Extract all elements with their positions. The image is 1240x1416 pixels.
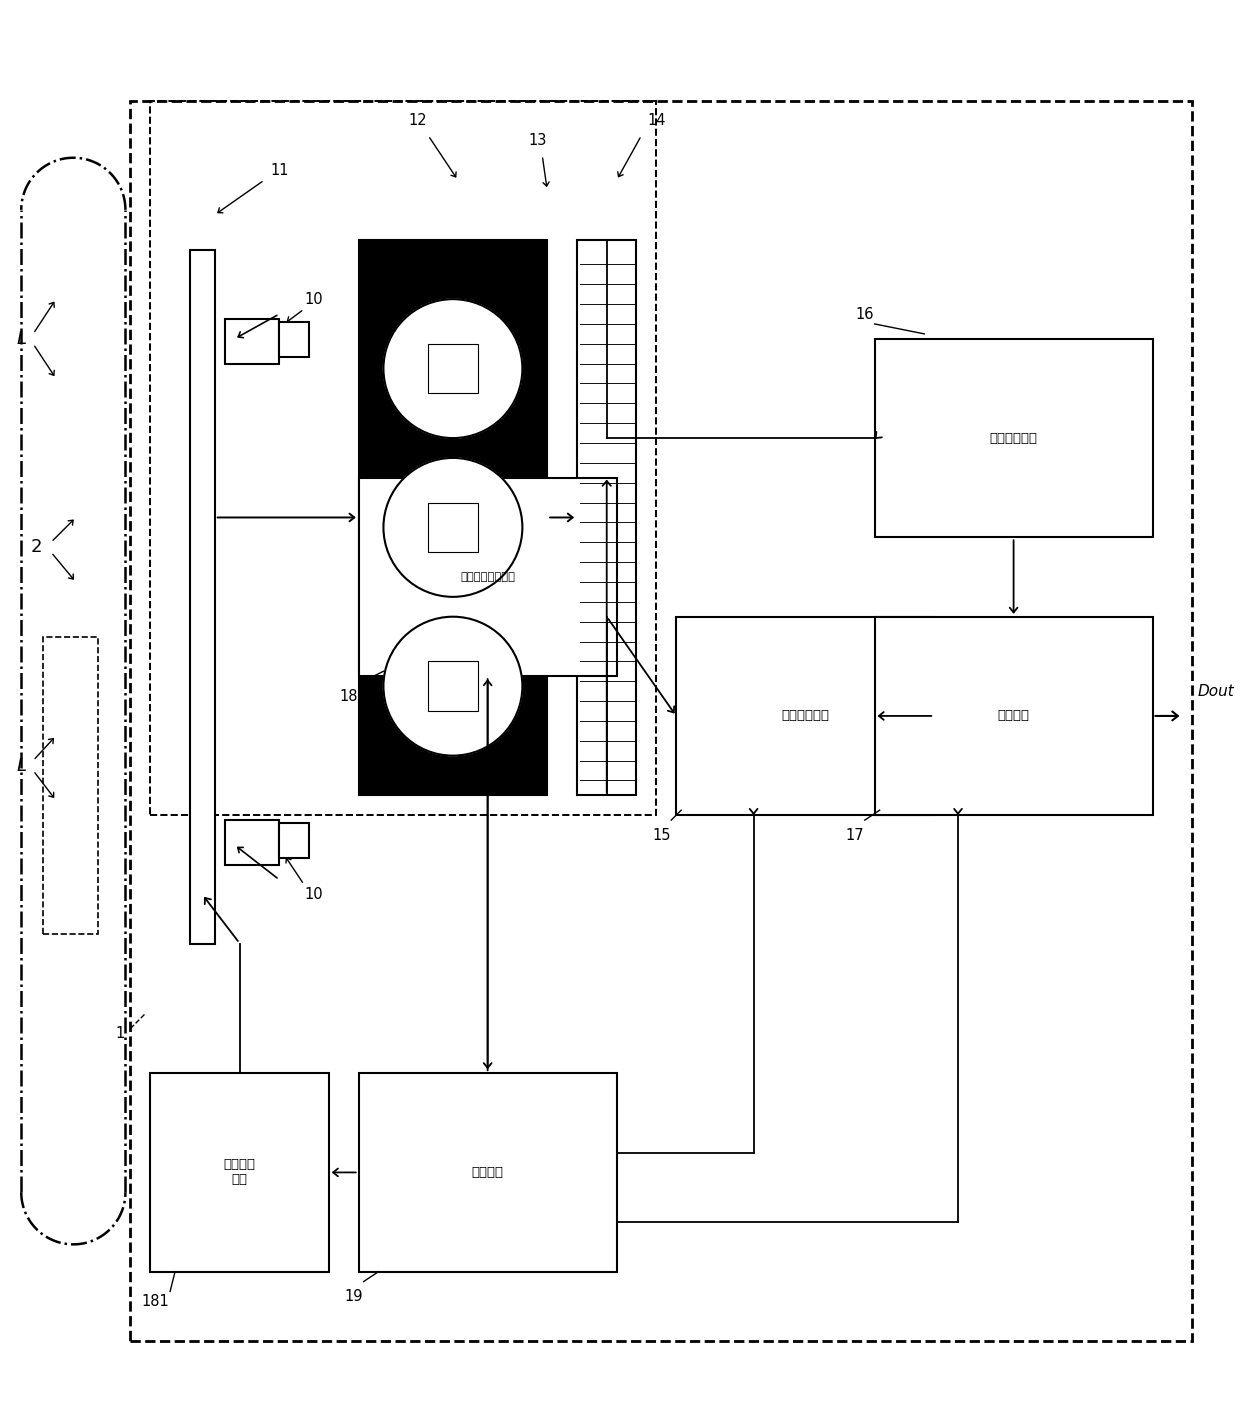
Bar xyxy=(279,321,309,357)
Text: 光源驱动
单元: 光源驱动 单元 xyxy=(223,1158,255,1187)
Text: 控制单元: 控制单元 xyxy=(471,1165,503,1180)
Bar xyxy=(378,259,527,348)
Bar xyxy=(279,823,309,858)
Bar xyxy=(358,1073,616,1272)
Bar xyxy=(43,637,98,935)
Bar xyxy=(428,344,477,394)
Text: 15: 15 xyxy=(652,827,671,843)
Text: 2: 2 xyxy=(30,538,42,556)
Text: 12: 12 xyxy=(409,113,428,127)
Bar xyxy=(224,319,279,364)
Text: 182: 182 xyxy=(340,688,367,704)
Circle shape xyxy=(383,457,522,598)
Bar xyxy=(358,477,616,677)
Text: 认证单元: 认证单元 xyxy=(998,709,1029,722)
Bar xyxy=(378,707,527,776)
Bar xyxy=(874,617,1152,816)
Bar xyxy=(358,239,547,796)
Text: 17: 17 xyxy=(846,827,864,843)
Bar xyxy=(130,101,1192,1341)
Text: 13: 13 xyxy=(528,133,547,147)
Text: 16: 16 xyxy=(856,306,874,321)
Text: 成像器件驱动单元: 成像器件驱动单元 xyxy=(460,572,515,582)
Text: 14: 14 xyxy=(647,113,666,127)
Bar xyxy=(577,239,636,796)
Text: 10: 10 xyxy=(305,292,324,307)
Circle shape xyxy=(383,299,522,438)
Text: 1: 1 xyxy=(115,1027,125,1041)
Bar xyxy=(190,249,215,944)
Bar xyxy=(874,338,1152,537)
Text: 图像处理单元: 图像处理单元 xyxy=(781,709,830,722)
Text: Dout: Dout xyxy=(1197,684,1234,698)
Text: 11: 11 xyxy=(270,163,289,177)
Text: 19: 19 xyxy=(345,1289,363,1304)
Text: 图案保存单元: 图案保存单元 xyxy=(990,432,1038,445)
Circle shape xyxy=(383,617,522,756)
Text: L: L xyxy=(16,330,26,348)
Bar xyxy=(150,1073,329,1272)
Bar xyxy=(676,617,934,816)
Text: 10: 10 xyxy=(305,886,324,902)
Text: L: L xyxy=(16,756,26,775)
Bar xyxy=(428,503,477,552)
Text: 181: 181 xyxy=(141,1294,169,1308)
Bar xyxy=(428,661,477,711)
Bar xyxy=(150,101,656,816)
Bar xyxy=(224,820,279,865)
